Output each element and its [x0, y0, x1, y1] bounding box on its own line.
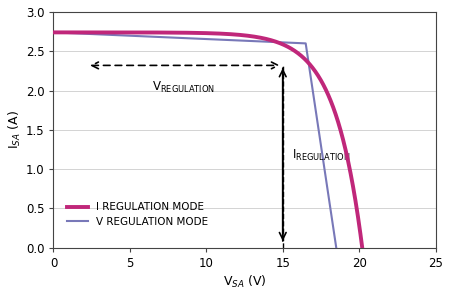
Text: V$_{\mathregular{REGULATION}}$: V$_{\mathregular{REGULATION}}$: [152, 80, 215, 95]
Y-axis label: I$_{SA}$ (A): I$_{SA}$ (A): [7, 110, 23, 149]
X-axis label: V$_{SA}$ (V): V$_{SA}$ (V): [223, 274, 266, 290]
Text: I$_{\mathregular{REGULATION}}$: I$_{\mathregular{REGULATION}}$: [292, 147, 350, 162]
Legend: I REGULATION MODE, V REGULATION MODE: I REGULATION MODE, V REGULATION MODE: [63, 198, 212, 231]
